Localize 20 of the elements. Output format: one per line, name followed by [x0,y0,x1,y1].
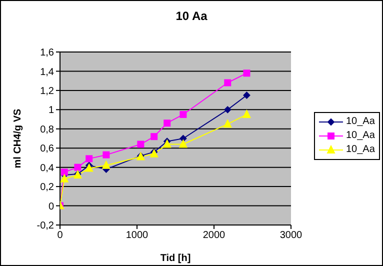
y-tick-label: 1,6 [40,48,54,59]
y-axis-title: ml CH4/g VS [12,108,24,168]
x-tick-label: 3000 [280,230,303,242]
x-tick-label: 2000 [202,230,226,242]
legend-label: 10_Aa [346,129,375,143]
y-tick-label: 1 [48,105,54,116]
y-tick-label: 1,4 [40,66,54,78]
y-tick-label: 0,2 [40,182,54,194]
y-tick-label: 0,4 [40,162,54,174]
chart-title: 10 Aa [174,9,208,23]
y-tick-label: 0,6 [40,144,54,155]
legend-label: 10_Aa [346,115,375,129]
y-tick-label: 0,8 [40,124,54,136]
y-tick-label: -0,2 [36,220,54,232]
legend-label: 10_Aa [346,143,375,157]
x-tick-label: 1000 [126,230,149,242]
x-tick-label: 0 [57,230,64,242]
y-tick-label: 0 [48,201,54,212]
x-axis-title: Tid [h] [160,253,191,264]
y-tick-label: 1,2 [40,86,54,97]
